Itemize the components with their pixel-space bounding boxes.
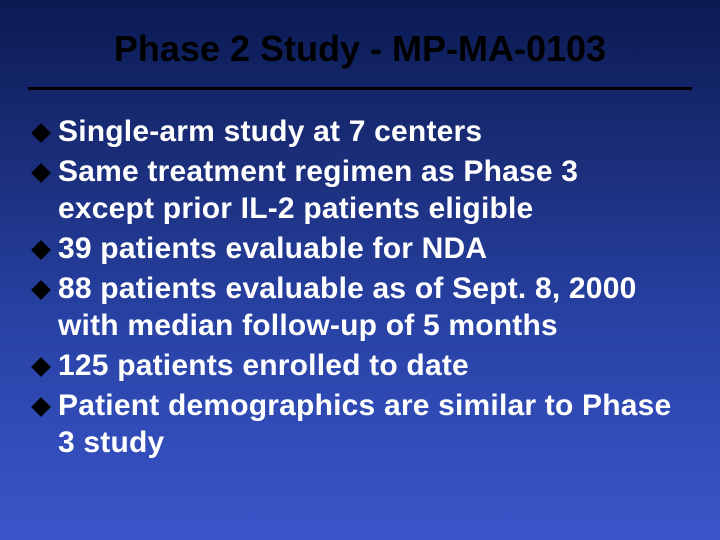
title-region: Phase 2 Study - MP-MA-0103 bbox=[0, 0, 720, 77]
slide: Phase 2 Study - MP-MA-0103 Single-arm st… bbox=[0, 0, 720, 540]
diamond-bullet-icon bbox=[31, 123, 51, 143]
diamond-bullet-icon bbox=[31, 240, 51, 260]
diamond-bullet-icon bbox=[31, 163, 51, 183]
diamond-bullet-icon bbox=[31, 397, 51, 417]
list-item: Single-arm study at 7 centers bbox=[34, 114, 680, 151]
bullet-text: 39 patients evaluable for NDA bbox=[58, 231, 487, 268]
list-item: 125 patients enrolled to date bbox=[34, 348, 680, 385]
diamond-bullet-icon bbox=[31, 280, 51, 300]
slide-title: Phase 2 Study - MP-MA-0103 bbox=[60, 28, 660, 69]
bullet-text: Patient demographics are similar to Phas… bbox=[58, 388, 680, 462]
bullet-text: Single-arm study at 7 centers bbox=[58, 114, 482, 151]
bullet-text: Same treatment regimen as Phase 3 except… bbox=[58, 154, 680, 228]
bullet-list: Single-arm study at 7 centers Same treat… bbox=[0, 90, 720, 464]
list-item: Patient demographics are similar to Phas… bbox=[34, 388, 680, 462]
list-item: 39 patients evaluable for NDA bbox=[34, 231, 680, 268]
list-item: 88 patients evaluable as of Sept. 8, 200… bbox=[34, 271, 680, 345]
diamond-bullet-icon bbox=[31, 357, 51, 377]
bullet-text: 125 patients enrolled to date bbox=[58, 348, 469, 385]
list-item: Same treatment regimen as Phase 3 except… bbox=[34, 154, 680, 228]
bullet-text: 88 patients evaluable as of Sept. 8, 200… bbox=[58, 271, 680, 345]
